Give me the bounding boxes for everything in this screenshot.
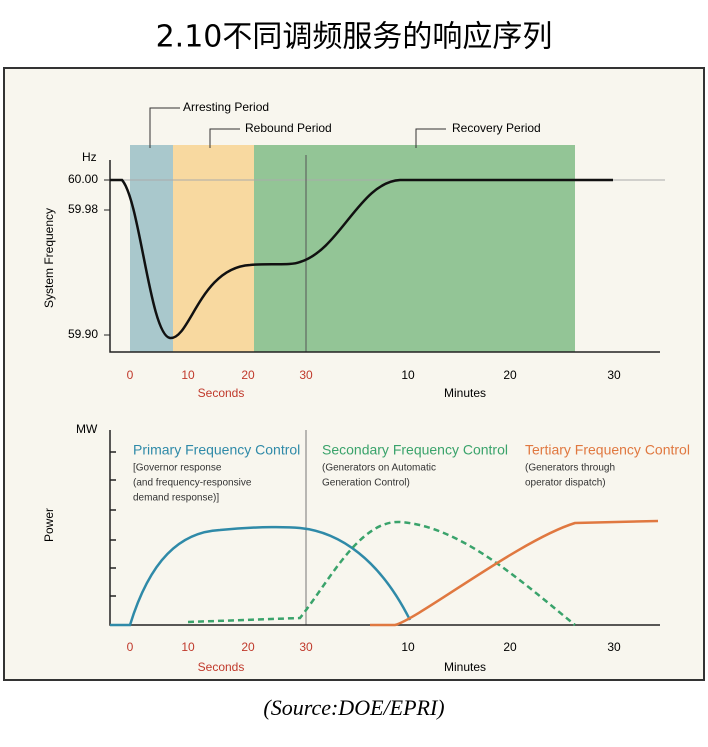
x-tick-label: 0	[127, 640, 134, 654]
recovery-band	[254, 145, 575, 352]
primary-curve	[110, 525, 412, 627]
control-note: (Generators through	[525, 463, 615, 474]
x-tick-label: 20	[503, 640, 517, 654]
y-axis-label: Power	[42, 508, 56, 542]
x-tick-label: 10	[181, 640, 195, 654]
x-tick-label: 30	[299, 640, 313, 654]
x-tick-label: 0	[127, 368, 134, 382]
period-label: Rebound Period	[245, 121, 332, 135]
x-tick-label: 10	[401, 368, 415, 382]
secondary-curve	[187, 520, 576, 626]
control-note: [Governor response	[133, 463, 222, 474]
control-name: Primary Frequency Control	[133, 442, 300, 458]
unit: MW	[76, 422, 98, 436]
x-tick-label: 30	[299, 368, 313, 382]
control-note: (Generators on Automatic	[322, 463, 436, 474]
control-note: demand response)]	[133, 493, 219, 504]
control-note: (and frequency-responsive	[133, 478, 252, 489]
frequency-curve	[110, 178, 613, 340]
rebound-band	[173, 145, 254, 352]
source: (Source:DOE/EPRI)	[263, 695, 444, 720]
y-axis-label: System Frequency	[42, 208, 56, 308]
period-label: Recovery Period	[452, 121, 541, 135]
minutes-label: Minutes	[444, 386, 486, 400]
x-tick-label: 10	[401, 640, 415, 654]
x-tick-label: 20	[241, 368, 255, 382]
y-tick-label: 59.90	[68, 327, 98, 341]
y-tick-label: 60.00	[68, 172, 98, 186]
seconds-label: Seconds	[198, 660, 245, 674]
control-note: operator dispatch)	[525, 478, 606, 489]
x-tick-label: 30	[607, 640, 621, 654]
unit: Hz	[82, 150, 97, 164]
axes	[109, 160, 660, 353]
arresting-band	[130, 145, 173, 352]
x-tick-label: 20	[241, 640, 255, 654]
x-tick-label: 10	[181, 368, 195, 382]
x-tick-label: 30	[607, 368, 621, 382]
seconds-label: Seconds	[198, 386, 245, 400]
period-label: Arresting Period	[183, 100, 269, 114]
control-name: Secondary Frequency Control	[322, 442, 508, 458]
minutes-label: Minutes	[444, 660, 486, 674]
title: 2.10不同调频服务的响应序列	[156, 20, 553, 55]
tertiary-curve	[370, 519, 659, 627]
x-tick-label: 20	[503, 368, 517, 382]
period-brackets	[149, 107, 446, 148]
y-tick-label: 59.98	[68, 202, 98, 216]
control-name: Tertiary Frequency Control	[525, 442, 690, 458]
control-note: Generation Control)	[322, 478, 410, 489]
